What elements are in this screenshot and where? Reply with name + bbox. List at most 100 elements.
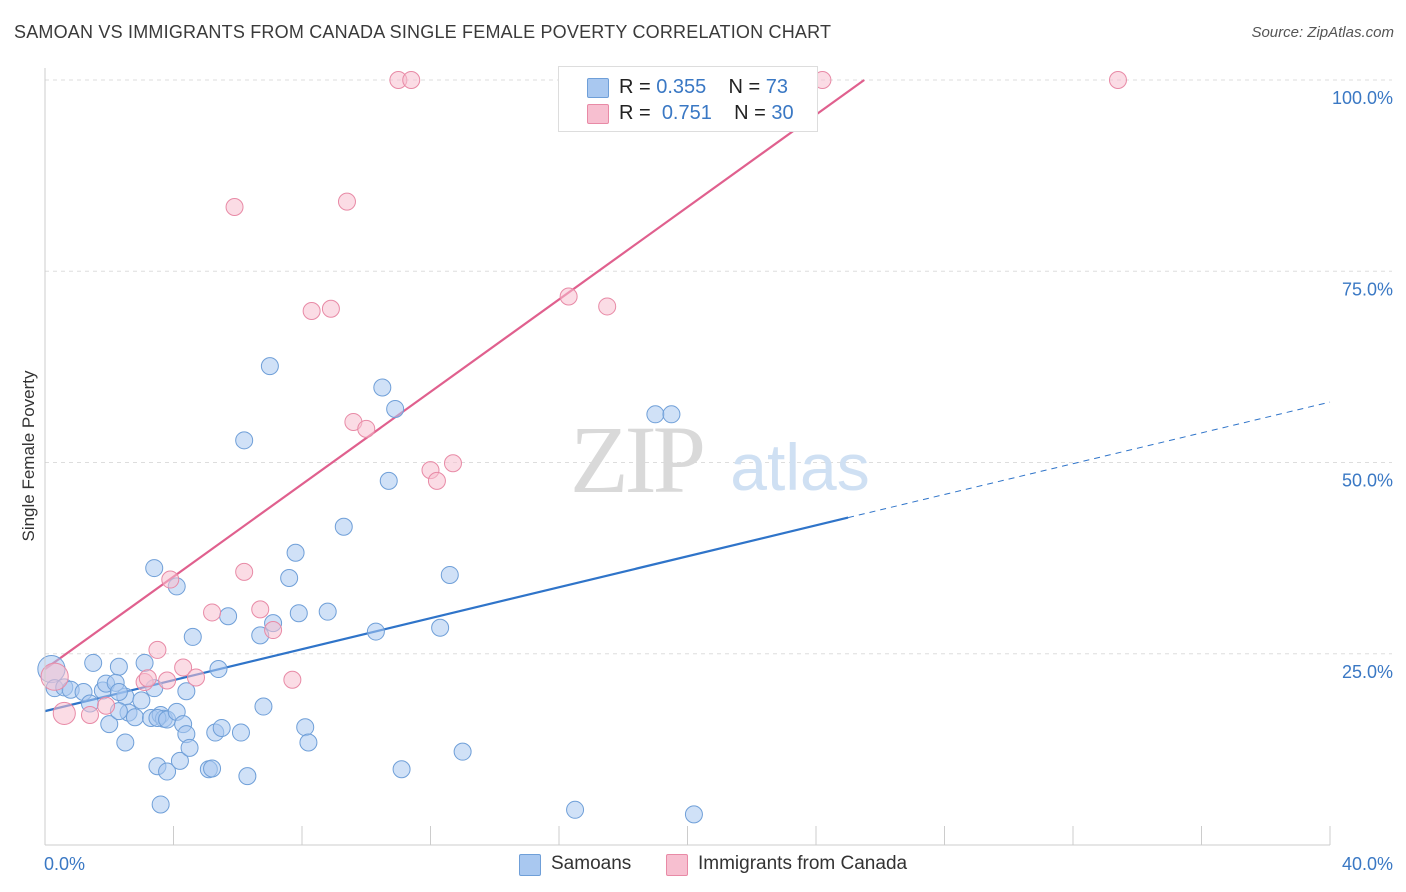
data-point-samoans xyxy=(646,405,665,424)
watermark-zip: ZIP xyxy=(570,406,703,513)
data-point-canada xyxy=(161,570,180,589)
legend-r-label: R = xyxy=(619,102,657,124)
data-point-samoans xyxy=(151,795,170,814)
legend-n-label: N = xyxy=(734,102,772,124)
y-tick-labels: 25.0% 50.0% 75.0% 100.0% xyxy=(1332,88,1393,682)
y-tick-label: 25.0% xyxy=(1342,662,1393,682)
data-point-samoans xyxy=(254,697,273,716)
data-point-canada xyxy=(138,669,157,688)
data-point-canada xyxy=(158,671,177,690)
legend-swatch-canada xyxy=(587,104,609,124)
axes xyxy=(44,68,1331,846)
data-point-samoans xyxy=(289,604,308,623)
y-tick-label: 75.0% xyxy=(1342,279,1393,299)
data-point-samoans xyxy=(235,431,254,450)
data-point-canada xyxy=(52,701,76,725)
data-point-canada xyxy=(186,668,205,687)
data-point-canada xyxy=(235,562,254,581)
legend-n-value: 73 xyxy=(765,76,789,98)
data-point-canada xyxy=(1108,71,1127,89)
data-point-canada xyxy=(97,696,116,715)
y-axis-label: Single Female Poverty xyxy=(19,370,38,542)
data-point-samoans xyxy=(109,657,128,676)
data-point-samoans xyxy=(219,607,238,626)
legend-n-label: N = xyxy=(728,76,766,98)
legend-r-label: R = xyxy=(619,76,657,98)
data-point-samoans xyxy=(453,742,472,761)
data-point-samoans xyxy=(684,805,703,824)
x-tick-label: 40.0% xyxy=(1342,854,1393,874)
trend-lines xyxy=(44,79,1331,713)
data-point-canada xyxy=(357,419,376,438)
data-point-samoans xyxy=(440,565,459,584)
data-point-samoans xyxy=(180,738,199,757)
y-tick-label: 100.0% xyxy=(1332,88,1393,108)
data-point-samoans xyxy=(212,718,231,737)
watermark-atlas: atlas xyxy=(730,430,869,504)
data-point-samoans xyxy=(116,733,135,752)
data-point-samoans xyxy=(373,378,392,397)
trend-line-0 xyxy=(44,516,849,713)
data-point-samoans xyxy=(379,471,398,490)
data-point-samoans xyxy=(431,618,450,637)
data-point-samoans xyxy=(231,723,250,742)
data-point-samoans xyxy=(386,399,405,418)
data-point-canada xyxy=(559,287,578,306)
data-point-samoans xyxy=(366,622,385,641)
data-point-canada xyxy=(225,197,244,216)
chart-title: SAMOAN VS IMMIGRANTS FROM CANADA SINGLE … xyxy=(14,22,832,42)
data-point-samoans xyxy=(132,691,151,710)
trend-line-extension-0 xyxy=(848,401,1331,519)
bottom-legend-swatch-canada xyxy=(666,854,688,876)
data-point-canada xyxy=(174,658,193,677)
data-point-samoans xyxy=(662,405,681,424)
trend-line-1 xyxy=(44,79,865,670)
bottom-legend-label-canada: Immigrants from Canada xyxy=(698,853,908,874)
data-point-samoans xyxy=(145,559,164,578)
legend-n-value: 30 xyxy=(771,102,794,124)
data-point-samoans xyxy=(296,718,315,737)
data-point-samoans xyxy=(299,733,318,752)
data-point-samoans xyxy=(566,800,585,819)
data-point-samoans xyxy=(392,760,411,779)
data-point-samoans xyxy=(238,767,257,786)
data-point-canada xyxy=(443,454,462,473)
data-point-samoans xyxy=(203,759,222,778)
data-points xyxy=(37,71,1127,824)
bottom-legend-swatch-samoans xyxy=(519,854,541,876)
data-point-samoans xyxy=(286,543,305,562)
data-point-samoans xyxy=(109,683,128,701)
data-point-samoans xyxy=(209,660,228,679)
data-point-canada xyxy=(40,662,69,691)
data-point-samoans xyxy=(100,715,119,734)
source-label: Source: ZipAtlas.com xyxy=(1251,24,1394,41)
data-point-samoans xyxy=(177,682,196,701)
data-point-canada xyxy=(283,670,302,689)
data-point-canada xyxy=(302,302,321,321)
data-point-canada xyxy=(264,621,283,640)
legend-swatch-samoans xyxy=(587,78,609,98)
y-tick-label: 50.0% xyxy=(1342,471,1393,491)
data-point-samoans xyxy=(318,602,337,621)
data-point-canada xyxy=(337,192,356,211)
legend-r-value: 0.355 xyxy=(656,76,707,98)
data-point-canada xyxy=(402,71,421,89)
data-point-samoans xyxy=(158,762,177,781)
data-point-samoans xyxy=(135,653,154,672)
data-point-samoans xyxy=(170,751,189,770)
data-point-samoans xyxy=(280,569,299,588)
x-tick-labels: 0.0% 40.0% xyxy=(44,854,1393,874)
data-point-samoans xyxy=(125,708,144,727)
legend-r-value: 0.751 xyxy=(661,102,712,124)
x-tick-label: 0.0% xyxy=(44,854,85,874)
data-point-canada xyxy=(321,299,340,318)
data-point-samoans xyxy=(260,357,279,376)
data-point-canada xyxy=(427,471,446,490)
stats-legend: R = 0.355 N = 73 R = 0.751 N = 30 xyxy=(558,66,818,132)
bottom-legend-label-samoans: Samoans xyxy=(551,853,632,874)
data-point-canada xyxy=(598,297,617,316)
data-point-samoans xyxy=(183,627,202,646)
data-point-canada xyxy=(251,600,270,619)
data-point-samoans xyxy=(334,517,353,536)
